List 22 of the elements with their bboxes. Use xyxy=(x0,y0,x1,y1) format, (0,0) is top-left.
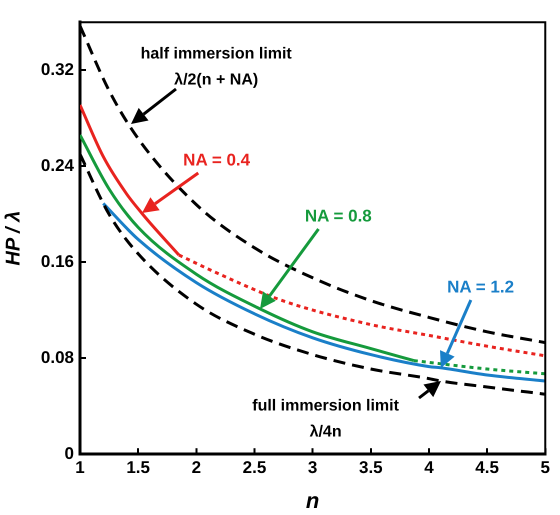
x-tick-label: 4.5 xyxy=(475,458,499,478)
text: NA = 0.4 xyxy=(183,150,251,170)
x-tick-label: 4 xyxy=(424,458,434,478)
y-axis-title: HP / λ xyxy=(2,210,25,266)
line-series xyxy=(102,202,546,382)
x-tick-label: 2.5 xyxy=(242,458,266,478)
annotation: full immersion limit λ/4n xyxy=(252,397,400,440)
x-axis-title: n xyxy=(306,488,320,513)
y-tick-label: 0.16 xyxy=(40,252,74,271)
x-tick-label: 1 xyxy=(75,458,85,478)
x-tick-label: 3.5 xyxy=(358,458,383,478)
y-tick-label: 0.08 xyxy=(40,348,74,367)
y-tick-label: 0 xyxy=(64,444,74,463)
annotation: half immersion limit λ/2(n + NA) xyxy=(140,46,292,89)
x-tick-label: 5 xyxy=(540,458,550,478)
y-tick-label: 0.32 xyxy=(40,60,74,79)
text: NA = 1.2 xyxy=(447,277,514,296)
x-tick-label: 1.5 xyxy=(126,458,150,478)
y-tick-label: 0.24 xyxy=(40,156,75,175)
x-tick-label: 3 xyxy=(308,458,318,478)
x-tick-label: 2 xyxy=(192,458,202,478)
text: NA = 0.8 xyxy=(304,206,372,226)
